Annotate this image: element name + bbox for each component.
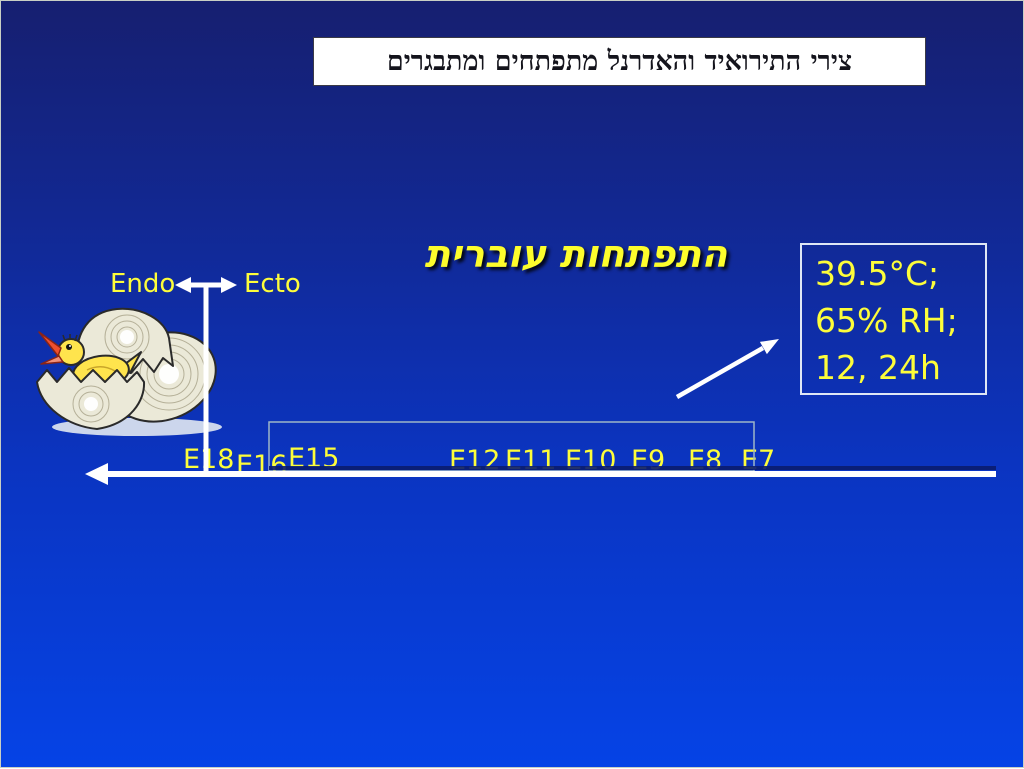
ecto-label: Ecto — [244, 269, 301, 299]
timeline-tick-e7: E7 — [741, 445, 776, 476]
condition-temperature: 39.5°C; — [815, 254, 940, 293]
conditions-pointer-arrow — [675, 339, 779, 399]
timeline-tick-e16: E16 — [236, 450, 288, 481]
timeline-tick-e11: E11 — [505, 445, 557, 476]
timeline-tick-e9: E9 — [631, 445, 666, 476]
hatching-chick-egg-clipart-icon — [36, 307, 222, 436]
timeline-tick-e18: E18 — [183, 444, 235, 475]
timeline-tick-e10: E10 — [565, 445, 617, 476]
endo-label: Endo — [110, 269, 176, 299]
incubation-conditions-box: 39.5°C; 65% RH; 12, 24h — [800, 243, 987, 395]
condition-duration: 12, 24h — [815, 348, 941, 387]
condition-humidity: 65% RH; — [815, 301, 958, 340]
timeline-tick-e15: E15 — [288, 443, 340, 474]
timeline-tick-e12: E12 — [449, 445, 501, 476]
embryonic-development-heading: התפתחות עוברית — [424, 232, 728, 276]
endo-ecto-arrow — [175, 277, 237, 293]
egg-bottom-shell-icon — [36, 367, 146, 430]
slide-title-box: צירי התירואיד והאדרנל מתפתחים ומתבגרים — [313, 37, 926, 86]
slide-title: צירי התירואיד והאדרנל מתפתחים ומתבגרים — [386, 46, 853, 77]
timeline-tick-e8: E8 — [688, 445, 723, 476]
